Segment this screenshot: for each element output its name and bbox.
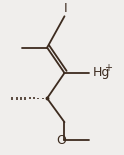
Text: I: I xyxy=(63,2,67,15)
Text: +: + xyxy=(104,64,112,73)
Text: O: O xyxy=(56,134,66,147)
Text: Hg: Hg xyxy=(93,66,110,80)
